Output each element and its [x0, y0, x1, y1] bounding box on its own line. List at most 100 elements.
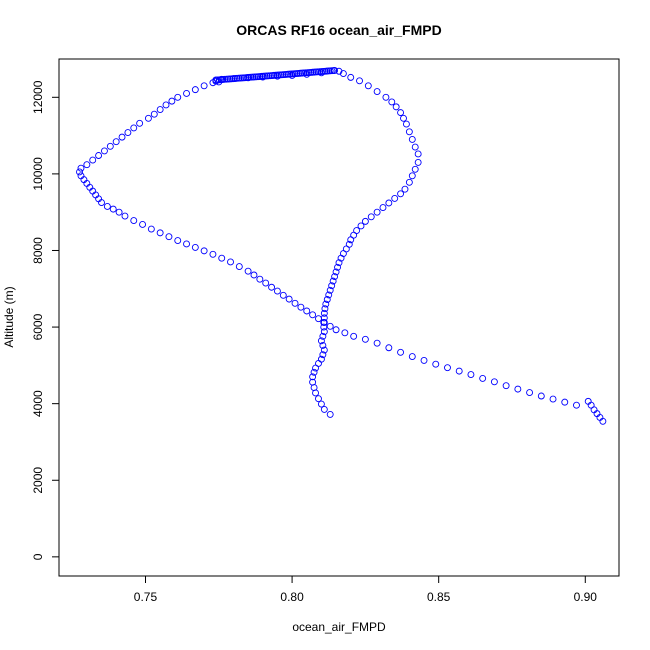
data-point	[561, 398, 569, 406]
data-point	[156, 106, 164, 114]
data-point	[291, 299, 299, 307]
data-point	[76, 168, 83, 176]
data-point	[502, 382, 510, 390]
data-point	[379, 204, 387, 212]
y-tick-label: 6000	[31, 313, 45, 340]
data-point	[144, 114, 152, 122]
data-point	[326, 410, 334, 418]
data-point	[432, 360, 440, 368]
y-tick-label: 4000	[31, 390, 45, 417]
data-point	[401, 185, 409, 193]
data-point	[599, 417, 607, 425]
y-tick-label: 0	[31, 553, 45, 560]
data-point	[537, 392, 545, 400]
data-point	[218, 254, 226, 262]
data-point	[77, 164, 85, 172]
data-point	[414, 150, 422, 158]
data-point	[317, 400, 325, 408]
data-point	[235, 263, 243, 271]
y-tick-label: 8000	[31, 237, 45, 264]
x-axis: 0.75 0.80 0.85 0.90	[134, 575, 598, 604]
data-point	[309, 378, 317, 386]
data-point	[319, 332, 327, 340]
data-point	[364, 82, 372, 90]
data-point	[309, 373, 317, 381]
chart-title: ORCAS RF16 ocean_air_FMPD	[236, 22, 441, 38]
data-point	[334, 263, 341, 271]
data-point	[367, 213, 375, 221]
data-point	[317, 355, 325, 363]
data-point	[356, 77, 363, 85]
data-point	[103, 202, 111, 210]
data-point	[297, 303, 305, 311]
data-point	[329, 277, 337, 285]
data-point	[382, 93, 390, 101]
data-point	[262, 279, 270, 287]
x-axis-label: ocean_air_FMPD	[292, 620, 386, 634]
y-axis: 0 2000 4000 6000 8000 10000 12000	[31, 80, 60, 560]
data-point	[124, 129, 132, 136]
data-point	[373, 208, 381, 216]
data-point	[183, 90, 190, 97]
data-point	[320, 319, 328, 326]
data-point	[89, 156, 97, 164]
data-point	[109, 205, 117, 213]
data-point	[397, 190, 405, 198]
data-point	[385, 199, 393, 207]
data-point	[98, 199, 105, 207]
data-point	[573, 401, 580, 409]
data-point	[139, 220, 147, 228]
data-point	[408, 353, 416, 361]
y-tick-label: 10000	[31, 157, 45, 191]
data-point	[268, 283, 276, 291]
data-point	[332, 268, 340, 276]
data-point	[326, 322, 334, 330]
data-point	[392, 103, 400, 111]
data-point	[444, 364, 451, 372]
data-point	[200, 247, 208, 255]
data-point	[130, 124, 138, 132]
data-point	[310, 368, 318, 376]
data-point	[162, 101, 170, 109]
data-point	[115, 208, 123, 216]
data-point	[244, 267, 252, 275]
data-point	[320, 346, 328, 354]
y-axis-label: Altitude (m)	[2, 286, 16, 347]
data-point	[150, 110, 158, 118]
data-point	[411, 143, 419, 151]
data-point	[408, 172, 416, 180]
data-point	[397, 109, 405, 117]
data-point	[200, 82, 208, 90]
data-point	[191, 243, 199, 251]
data-point	[326, 286, 334, 294]
data-point	[256, 275, 264, 283]
data-point	[361, 217, 369, 225]
data-point	[156, 229, 164, 237]
data-point	[345, 240, 353, 248]
data-point	[112, 138, 120, 146]
data-point	[373, 88, 381, 96]
data-point	[397, 348, 405, 356]
data-point	[402, 120, 410, 128]
plot-frame	[58, 58, 620, 577]
data-point	[335, 67, 343, 75]
y-tick-label: 12000	[31, 80, 45, 114]
x-tick-label: 0.85	[427, 590, 451, 604]
data-point	[309, 311, 317, 319]
data-point	[118, 133, 126, 141]
x-tick-label: 0.90	[574, 590, 598, 604]
data-point	[317, 337, 325, 345]
data-point	[490, 378, 498, 386]
data-point	[373, 339, 381, 347]
data-point	[320, 405, 328, 413]
data-point	[325, 291, 333, 299]
data-point	[420, 356, 428, 364]
data-point	[174, 237, 182, 244]
data-point	[320, 309, 328, 317]
data-point	[320, 328, 328, 336]
data-point	[331, 273, 339, 280]
data-point	[455, 367, 463, 375]
data-point	[100, 147, 108, 155]
data-point	[467, 371, 475, 379]
